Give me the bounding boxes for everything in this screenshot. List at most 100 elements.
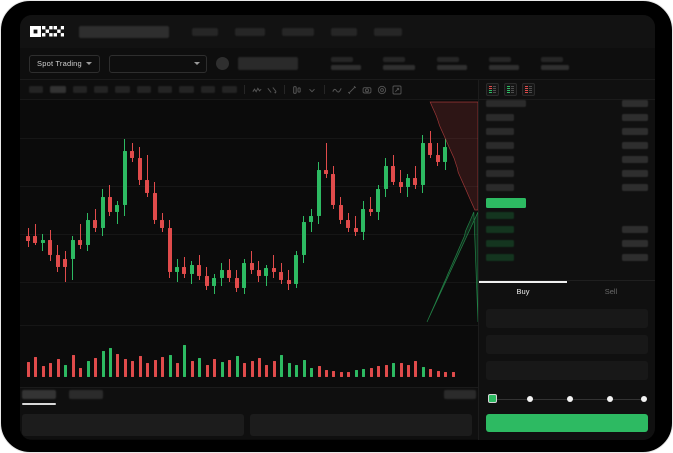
settings-icon[interactable] xyxy=(377,85,387,95)
orderbook-rows[interactable] xyxy=(479,100,655,280)
order-price-field[interactable] xyxy=(486,309,648,328)
template-icon[interactable] xyxy=(292,85,302,95)
candle xyxy=(316,100,321,325)
orders-tab[interactable] xyxy=(22,390,56,399)
candle-wick xyxy=(116,200,118,225)
slider-marker[interactable] xyxy=(567,395,573,402)
nav-link[interactable] xyxy=(235,27,265,36)
nav-link[interactable] xyxy=(192,27,218,36)
orderbook-row[interactable] xyxy=(486,184,514,191)
candle xyxy=(189,100,194,325)
line-chart-icon[interactable] xyxy=(332,85,342,95)
orders-action-button[interactable] xyxy=(444,390,476,399)
timeframe-button[interactable] xyxy=(137,86,151,93)
slider-marker[interactable] xyxy=(527,395,533,402)
gridline xyxy=(20,138,478,139)
volume-bar xyxy=(235,355,239,377)
compare-icon[interactable] xyxy=(267,85,277,95)
candle-body xyxy=(100,197,105,228)
camera-icon[interactable] xyxy=(362,85,372,95)
tab-sell[interactable]: Sell xyxy=(604,287,618,296)
order-amount-field[interactable] xyxy=(486,335,648,354)
timeframe-button[interactable] xyxy=(29,86,43,93)
okx-logo[interactable] xyxy=(30,26,64,37)
orderbook-row[interactable] xyxy=(486,114,514,121)
timeframe-button[interactable] xyxy=(222,86,237,93)
nav-links xyxy=(192,27,402,36)
orderbook-row-size[interactable] xyxy=(622,156,648,163)
volume-bar xyxy=(101,350,105,377)
slider-handle[interactable] xyxy=(488,394,497,403)
volume-bar xyxy=(332,370,336,377)
orderbook-asks-icon[interactable] xyxy=(522,83,535,96)
orderbook-row[interactable] xyxy=(486,100,526,107)
timeframe-button[interactable] xyxy=(158,86,172,93)
volume-bar xyxy=(295,365,299,377)
timeframe-button[interactable] xyxy=(201,86,215,93)
pair-price-label xyxy=(237,57,298,70)
orderbook-row[interactable] xyxy=(486,142,514,149)
market-stat xyxy=(540,57,569,70)
orderbook-row-size[interactable] xyxy=(622,254,648,261)
nav-link[interactable] xyxy=(374,27,402,36)
indicator-icon[interactable] xyxy=(252,85,262,95)
timeframe-button[interactable] xyxy=(115,86,130,93)
orderbook-row-size[interactable] xyxy=(622,114,648,121)
timeframe-button[interactable] xyxy=(179,86,194,93)
orderbook-row[interactable] xyxy=(486,226,514,233)
orders-row-field[interactable] xyxy=(22,414,244,436)
submit-buy-button[interactable] xyxy=(486,414,648,432)
fullscreen-icon[interactable] xyxy=(392,85,402,95)
orderbook-row-size[interactable] xyxy=(622,142,648,149)
candle-body xyxy=(331,173,336,205)
orderbook-row[interactable] xyxy=(486,254,514,261)
timeframe-button[interactable] xyxy=(94,86,108,93)
orderbook-row-size[interactable] xyxy=(622,184,648,191)
timeframe-button[interactable] xyxy=(73,86,87,93)
orderbook-bids-icon[interactable] xyxy=(504,83,517,96)
orderbook-row[interactable] xyxy=(486,156,514,163)
orderbook-row-size[interactable] xyxy=(622,170,648,177)
nav-link[interactable] xyxy=(282,27,314,36)
orderbook-row[interactable] xyxy=(486,128,514,135)
tab-buy[interactable]: Buy xyxy=(516,287,530,296)
volume-bar xyxy=(369,367,373,377)
slider-marker[interactable] xyxy=(641,395,647,402)
orderbook-row-size[interactable] xyxy=(622,240,648,247)
orders-tab[interactable] xyxy=(69,390,103,399)
orderbook-row[interactable] xyxy=(486,212,514,219)
amount-percent-slider[interactable] xyxy=(488,394,647,404)
orderbook-row-size[interactable] xyxy=(622,100,648,107)
market-stat-value xyxy=(436,65,467,70)
pair-select-dropdown[interactable] xyxy=(108,54,207,73)
orderbook-row-highlighted[interactable] xyxy=(486,198,526,208)
orderbook-row-size[interactable] xyxy=(622,226,648,233)
volume-bar xyxy=(354,370,358,377)
timeframe-button[interactable] xyxy=(50,86,66,93)
magnet-icon[interactable] xyxy=(347,85,357,95)
candle xyxy=(301,100,306,325)
candle-body xyxy=(122,150,127,205)
slider-marker[interactable] xyxy=(607,395,613,402)
orders-row-field[interactable] xyxy=(250,414,472,436)
app-screen: Spot Trading xyxy=(20,15,655,440)
volume-bar xyxy=(153,360,157,377)
orderbook-both-icon[interactable] xyxy=(486,83,499,96)
orderbook-row[interactable] xyxy=(486,170,514,177)
chevron-down-icon[interactable] xyxy=(307,85,317,95)
volume-bar xyxy=(339,372,343,377)
search-input[interactable] xyxy=(79,25,169,38)
trading-mode-button[interactable]: Spot Trading xyxy=(29,54,100,73)
nav-link[interactable] xyxy=(331,27,357,36)
candle-body xyxy=(316,170,321,217)
candlestick-chart[interactable] xyxy=(20,100,478,325)
order-total-field[interactable] xyxy=(486,361,648,380)
orderbook-row-size[interactable] xyxy=(622,128,648,135)
orderbook-row[interactable] xyxy=(486,240,514,247)
candle-body xyxy=(85,220,90,246)
candle xyxy=(383,100,388,325)
candle xyxy=(197,100,202,325)
candle-body xyxy=(182,266,187,275)
candle-body xyxy=(294,254,299,284)
